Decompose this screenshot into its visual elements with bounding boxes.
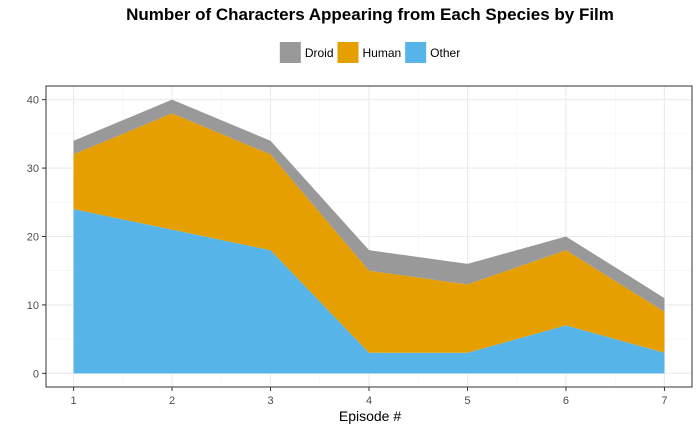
area-human: [73, 113, 665, 353]
legend-key-human: [337, 42, 359, 63]
x-tick-label: 3: [267, 395, 273, 407]
y-tick-label: 20: [27, 232, 39, 244]
x-tick-label: 5: [464, 395, 470, 407]
x-axis-title: Episode #: [339, 408, 401, 424]
y-tick-label: 40: [27, 95, 39, 107]
x-tick-label: 7: [661, 395, 667, 407]
legend-label-other: Other: [430, 46, 460, 60]
area-series: [73, 99, 665, 374]
x-tick-label: 2: [169, 395, 175, 407]
y-tick-label: 0: [33, 368, 39, 380]
legend-key-droid: [279, 42, 301, 63]
y-axis: 0 10 20 30 40: [27, 95, 46, 380]
legend: Droid Human Other: [279, 42, 460, 63]
area-droid: [73, 99, 665, 312]
area-other: [73, 209, 665, 374]
y-tick-label: 10: [27, 300, 39, 312]
x-tick-label: 6: [563, 395, 569, 407]
legend-label-droid: Droid: [305, 46, 334, 60]
y-tick-label: 30: [27, 163, 39, 175]
legend-key-other: [405, 42, 427, 63]
x-axis: 1 2 3 4 5 6 7: [71, 387, 667, 407]
x-tick-label: 1: [71, 395, 77, 407]
legend-label-human: Human: [362, 46, 401, 60]
chart-title: Number of Characters Appearing from Each…: [126, 5, 614, 24]
x-tick-label: 4: [366, 395, 372, 407]
